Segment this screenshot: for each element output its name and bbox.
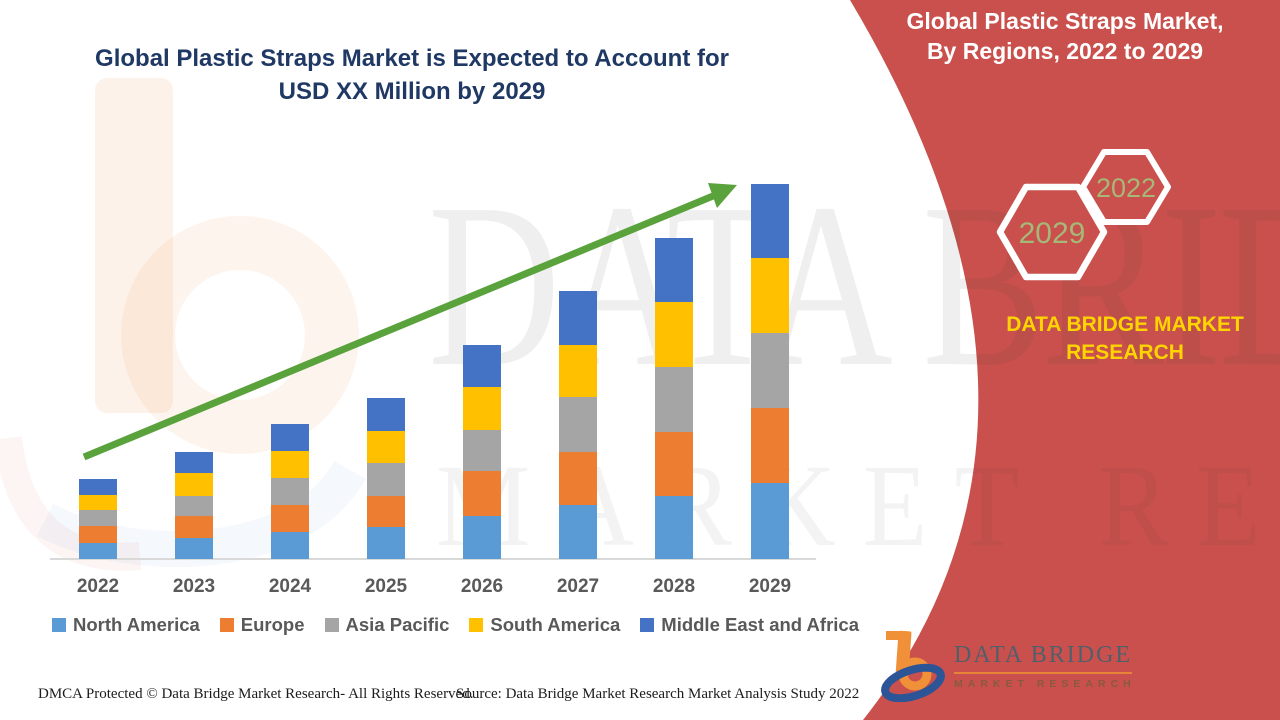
bar-segment-2023 xyxy=(175,496,213,516)
legend-swatch-icon xyxy=(324,618,339,632)
bar-segment-2022 xyxy=(79,526,117,543)
bar-2029 xyxy=(751,184,789,559)
bar-segment-2028 xyxy=(655,302,693,367)
x-tick-label-2022: 2022 xyxy=(76,576,120,597)
bar-segment-2028 xyxy=(655,432,693,496)
bar-2023 xyxy=(175,452,213,559)
hexagon-2022 xyxy=(1080,149,1171,225)
bar-segment-2025 xyxy=(367,398,405,431)
bar-2024 xyxy=(271,424,309,559)
x-tick-label-2028: 2028 xyxy=(652,576,696,597)
watermark-databridge-text: DATA BRIDGE xyxy=(428,155,1280,415)
bar-segment-2025 xyxy=(367,496,405,527)
bar-segment-2029 xyxy=(751,483,789,559)
legend: North America Europe Asia Pacific South Ame… xyxy=(52,614,859,636)
bar-segment-2023 xyxy=(175,538,213,559)
legend-label: Europe xyxy=(240,614,305,635)
legend-item: Asia Pacific xyxy=(324,614,450,636)
logo-subtitle: MARKET RESEARCH xyxy=(954,678,1136,690)
legend-swatch-icon xyxy=(469,618,484,632)
bar-2028 xyxy=(655,238,693,559)
bar-segment-2028 xyxy=(655,496,693,559)
x-tick-label-2026: 2026 xyxy=(460,576,504,597)
legend-item: Middle East and Africa xyxy=(640,614,859,636)
bar-segment-2029 xyxy=(751,408,789,483)
bar-2022 xyxy=(79,479,117,559)
bar-segment-2027 xyxy=(559,345,597,397)
bar-segment-2022 xyxy=(79,495,117,510)
dmca-notice: DMCA Protected © Data Bridge Market Rese… xyxy=(38,686,474,702)
chart-title-line2: USD XX Million by 2029 xyxy=(278,78,546,105)
bar-segment-2024 xyxy=(271,451,309,478)
bar-segment-2027 xyxy=(559,452,597,505)
legend-swatch-icon xyxy=(640,618,655,632)
bar-segment-2026 xyxy=(463,430,501,471)
bar-segment-2024 xyxy=(271,532,309,559)
panel-title: Global Plastic Straps Market, By Regions… xyxy=(898,6,1232,66)
logo-text-block: DATA BRIDGE MARKET RESEARCH xyxy=(954,642,1136,690)
bar-segment-2026 xyxy=(463,471,501,516)
legend-swatch-icon xyxy=(219,618,234,632)
bar-segment-2022 xyxy=(79,543,117,559)
bar-segment-2027 xyxy=(559,505,597,559)
bar-segment-2028 xyxy=(655,367,693,432)
legend-label: South America xyxy=(490,614,621,635)
bar-segment-2026 xyxy=(463,516,501,559)
bar-segment-2029 xyxy=(751,258,789,333)
logo-b-icon xyxy=(881,630,945,702)
hexagon-2022-label: 2022 xyxy=(1096,173,1156,203)
x-tick-label-2025: 2025 xyxy=(364,576,408,597)
legend-label: North America xyxy=(73,614,200,635)
bar-segment-2027 xyxy=(559,397,597,452)
chart-title-line1: Global Plastic Straps Market is Expected… xyxy=(95,45,729,72)
bar-segment-2023 xyxy=(175,473,213,496)
bar-segment-2023 xyxy=(175,452,213,473)
x-axis-line xyxy=(50,558,816,560)
company-logo: DATA BRIDGE MARKET RESEARCH xyxy=(880,628,1160,708)
bar-segment-2022 xyxy=(79,479,117,495)
bar-segment-2024 xyxy=(271,478,309,505)
bar-segment-2022 xyxy=(79,510,117,526)
x-tick-label-2029: 2029 xyxy=(748,576,792,597)
bar-segment-2029 xyxy=(751,184,789,258)
legend-item: South America xyxy=(469,614,620,636)
bar-segment-2023 xyxy=(175,516,213,538)
hexagon-2029 xyxy=(996,183,1108,281)
bar-segment-2025 xyxy=(367,527,405,559)
bar-segment-2028 xyxy=(655,238,693,302)
legend-label: Middle East and Africa xyxy=(661,614,859,635)
x-tick-label-2024: 2024 xyxy=(268,576,312,597)
chart-title: Global Plastic Straps Market is Expected… xyxy=(62,42,762,108)
bar-segment-2026 xyxy=(463,345,501,387)
brand-name-text: DATA BRIDGE MARKET RESEARCH xyxy=(1006,313,1244,364)
source-note: Source: Data Bridge Market Research Mark… xyxy=(456,686,860,702)
bar-segment-2029 xyxy=(751,333,789,408)
panel-title-line1: Global Plastic Straps Market, xyxy=(906,8,1224,34)
legend-label: Asia Pacific xyxy=(345,614,450,635)
bar-segment-2024 xyxy=(271,505,309,532)
x-tick-label-2027: 2027 xyxy=(556,576,600,597)
watermark-marketresearch-text: MARKET RESEARCH xyxy=(436,440,1280,571)
logo-name: DATA BRIDGE xyxy=(954,642,1133,674)
x-tick-label-2023: 2023 xyxy=(172,576,216,597)
bar-segment-2025 xyxy=(367,463,405,496)
bar-segment-2027 xyxy=(559,291,597,345)
legend-swatch-icon xyxy=(52,618,66,632)
bar-2026 xyxy=(463,345,501,559)
hexagon-2029-label: 2029 xyxy=(1019,217,1086,250)
legend-item: Europe xyxy=(219,614,305,636)
legend-item: North America xyxy=(52,614,200,636)
bar-2025 xyxy=(367,398,405,559)
bar-2027 xyxy=(559,291,597,559)
bar-segment-2026 xyxy=(463,387,501,430)
bar-segment-2025 xyxy=(367,431,405,463)
bar-segment-2024 xyxy=(271,424,309,451)
panel-title-line2: By Regions, 2022 to 2029 xyxy=(926,38,1204,64)
